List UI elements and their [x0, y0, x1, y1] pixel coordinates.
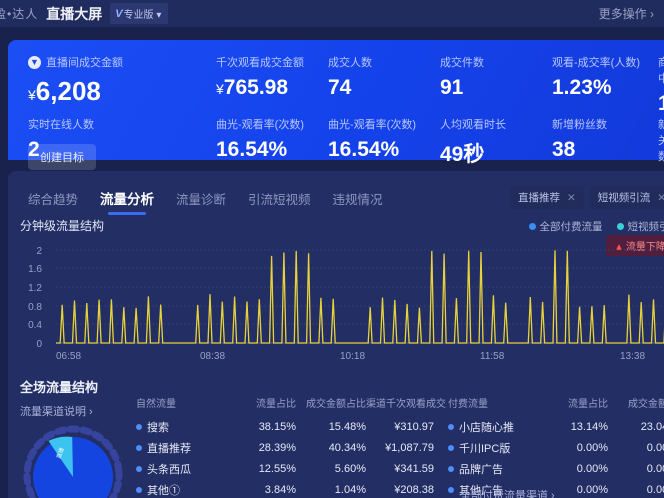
svg-text:0: 0 — [36, 339, 42, 350]
svg-text:1.6: 1.6 — [28, 264, 42, 275]
svg-text:06:58: 06:58 — [56, 351, 81, 362]
svg-text:0.8: 0.8 — [28, 302, 42, 313]
svg-text:2: 2 — [36, 246, 42, 257]
svg-text:08:38: 08:38 — [200, 351, 225, 362]
svg-text:1.2: 1.2 — [28, 283, 42, 294]
svg-text:11:58: 11:58 — [480, 351, 505, 362]
svg-text:13:38: 13:38 — [620, 351, 645, 362]
svg-text:0.4: 0.4 — [28, 320, 42, 331]
svg-text:10:18: 10:18 — [340, 351, 365, 362]
